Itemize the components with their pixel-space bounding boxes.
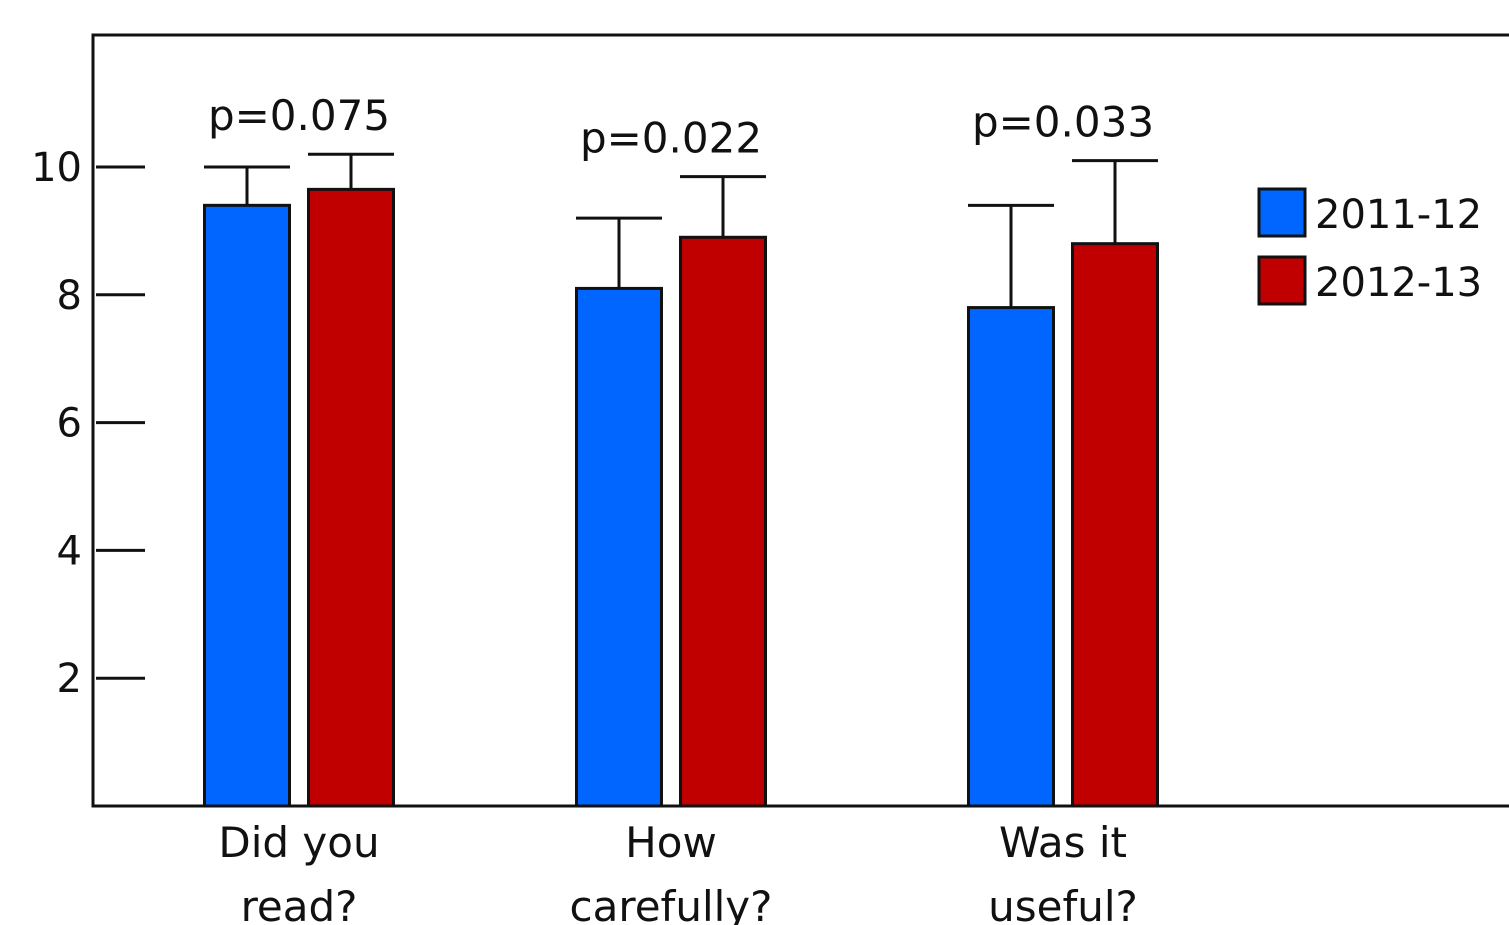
p-value-label: p=0.022 — [580, 114, 762, 163]
bar-2012-13-1 — [679, 235, 767, 808]
x-category-label: Was it — [999, 818, 1127, 867]
legend-swatch — [1257, 255, 1307, 306]
bars — [203, 187, 1159, 808]
bar-2012-13-0 — [307, 187, 395, 808]
y-tick-label: 8 — [57, 273, 82, 319]
error-bars — [204, 152, 1158, 308]
bar-2011-12-2 — [967, 306, 1055, 808]
y-tick-label: 4 — [57, 528, 82, 574]
y-tick-label: 10 — [31, 145, 82, 191]
y-axis: 2 4 6 8 10 — [31, 145, 145, 702]
x-category-label: How — [625, 818, 717, 867]
plot-border — [91, 33, 1509, 808]
x-axis-labels: Did you read? How carefully? Was it useful? — [218, 818, 1137, 925]
p-value-annotations: p=0.075 p=0.022 p=0.033 — [208, 91, 1154, 162]
bar-2011-12-0 — [203, 203, 291, 808]
x-category-label: carefully? — [570, 882, 773, 925]
p-value-label: p=0.075 — [208, 91, 390, 140]
bar-2011-12-1 — [575, 286, 663, 808]
legend: 2011-12 2012-13 — [1257, 187, 1482, 306]
y-tick-label: 2 — [57, 656, 82, 702]
y-tick-label: 6 — [57, 401, 82, 447]
x-category-label: read? — [241, 882, 358, 925]
p-value-label: p=0.033 — [972, 98, 1154, 147]
legend-label: 2012-13 — [1315, 260, 1482, 306]
plot-frame — [91, 33, 1509, 808]
x-category-label: useful? — [988, 882, 1138, 925]
legend-label: 2011-12 — [1315, 192, 1482, 238]
legend-swatch — [1257, 187, 1307, 238]
x-category-label: Did you — [218, 818, 379, 867]
bar-2012-13-2 — [1071, 242, 1159, 808]
